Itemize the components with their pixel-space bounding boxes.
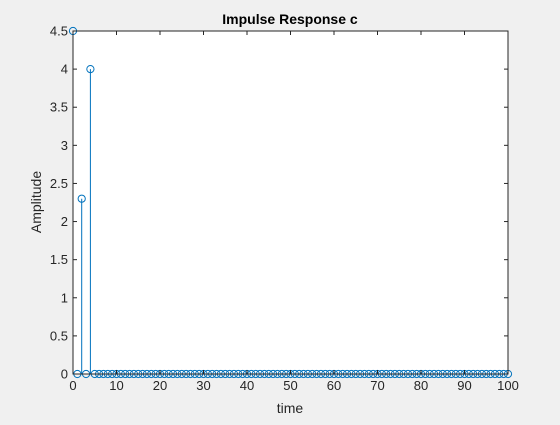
x-tick-label: 100 <box>497 378 519 393</box>
x-tick-label: 10 <box>109 378 123 393</box>
chart-title: Impulse Response c <box>222 11 358 27</box>
x-tick-label: 90 <box>457 378 471 393</box>
x-tick-label: 80 <box>414 378 428 393</box>
x-tick-label: 30 <box>196 378 210 393</box>
y-axis-label: Amplitude <box>28 171 44 233</box>
plot-area <box>73 31 508 374</box>
x-tick-label: 0 <box>69 378 76 393</box>
y-tick-label: 2.5 <box>50 176 68 191</box>
y-tick-label: 1.5 <box>50 252 68 267</box>
stem-marker <box>86 65 95 74</box>
x-tick-label: 70 <box>370 378 384 393</box>
x-tick-label: 50 <box>283 378 297 393</box>
x-axis-label: time <box>277 400 304 416</box>
y-tick-label: 2 <box>61 214 68 229</box>
x-tick-label: 40 <box>240 378 254 393</box>
ticks-layer: 0 10 20 30 40 50 60 70 80 90 100 0 0.5 1 1.5 2 2.5 3 3.5 4 4… <box>50 24 519 394</box>
y-tick-label: 3 <box>61 138 68 153</box>
y-tick-label: 4 <box>61 62 68 77</box>
y-tick-label: 1 <box>61 290 68 305</box>
y-tick-label: 0.5 <box>50 328 68 343</box>
y-tick-label: 0 <box>61 367 68 382</box>
x-tick-label: 20 <box>153 378 167 393</box>
y-tick-label: 4.5 <box>50 24 68 39</box>
stem-marker <box>77 194 86 203</box>
x-tick-label: 60 <box>327 378 341 393</box>
y-tick-label: 3.5 <box>50 100 68 115</box>
